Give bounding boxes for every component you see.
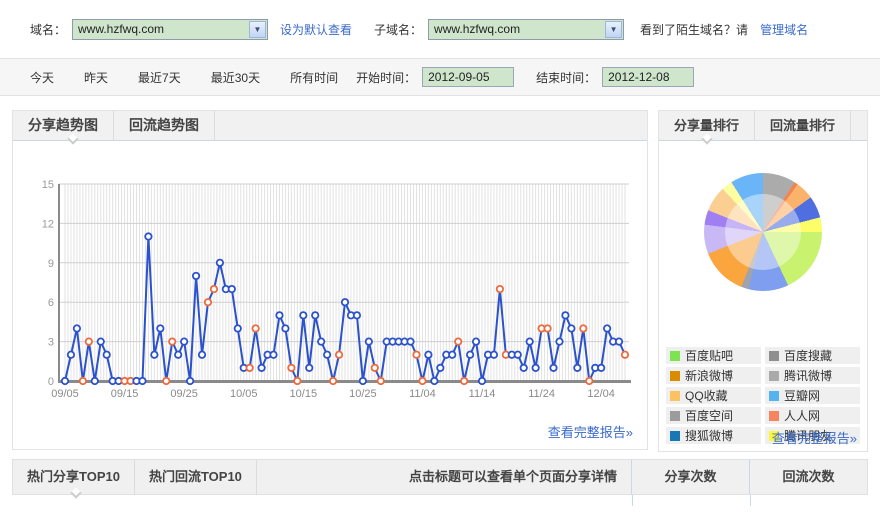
- domain-select[interactable]: www.hzfwq.com ▼: [72, 18, 269, 40]
- domain-header: 域名： www.hzfwq.com ▼ 设为默认查看 子域名： www.hzfw…: [0, 0, 880, 58]
- end-time-label: 结束时间：: [536, 70, 597, 85]
- legend-label: 新浪微博: [685, 369, 734, 383]
- filter-today[interactable]: 今天: [30, 70, 55, 85]
- end-date-input[interactable]: [602, 67, 695, 87]
- top10-bar: 热门分享TOP10 热门回流TOP10 点击标题可以查看单个页面分享详情 分享次…: [12, 459, 868, 495]
- view-full-report-link[interactable]: 查看完整报告»: [547, 425, 633, 440]
- legend-label: 百度贴吧: [685, 349, 734, 363]
- tab-hot-backflow-top10[interactable]: 热门回流TOP10: [135, 460, 257, 494]
- svg-text:0: 0: [48, 376, 54, 388]
- legend-item: 腾讯朋友: [765, 427, 860, 444]
- start-time-label: 开始时间：: [356, 70, 417, 85]
- tab-share-ranking[interactable]: 分享量排行: [659, 111, 756, 140]
- legend-label: 搜狐微博: [685, 429, 734, 443]
- tab-share-trend[interactable]: 分享趋势图: [13, 111, 114, 140]
- svg-text:3: 3: [48, 337, 54, 349]
- svg-text:11/04: 11/04: [409, 388, 436, 400]
- svg-text:10/25: 10/25: [349, 388, 377, 400]
- legend-label: 人人网: [784, 409, 821, 423]
- legend-item: 百度搜藏: [765, 347, 860, 364]
- chevron-down-icon[interactable]: ▼: [249, 20, 267, 38]
- legend-item: 人人网: [765, 407, 860, 424]
- set-default-view-link[interactable]: 设为默认查看: [280, 22, 353, 37]
- subdomain-select[interactable]: www.hzfwq.com ▼: [428, 18, 625, 40]
- legend-label: 豆瓣网: [784, 389, 821, 403]
- pie-chart: [704, 173, 822, 291]
- tab-backflow-ranking[interactable]: 回流量排行: [755, 111, 852, 140]
- backflow-count-column-header: 回流次数: [749, 460, 867, 494]
- svg-text:10/15: 10/15: [290, 388, 318, 400]
- trend-tabbar: 分享趋势图 回流趋势图: [13, 111, 647, 145]
- legend-color-swatch: [670, 410, 680, 421]
- top10-list-top-edge: [12, 487, 868, 506]
- legend-color-swatch: [670, 370, 680, 381]
- pie-legend: 百度贴吧 百度搜藏新浪微博 腾讯微博 QQ收藏 豆瓣网百度空间 人人网搜狐微博 腾讯朋友: [666, 347, 860, 444]
- filter-all-time[interactable]: 所有时间: [290, 70, 339, 85]
- filter-yesterday[interactable]: 昨天: [84, 70, 109, 85]
- share-trend-line-chart: 0 3 6 9 12 15 09/05 09/15 09/25 10/05 10/15 10/25 11…: [13, 141, 647, 451]
- unknown-domain-text: 看到了陌生域名？请 管理域名: [640, 22, 809, 37]
- content-row: 分享趋势图 回流趋势图 0 3 6 9 12 15 09/05 09/15 09/25 10/05…: [12, 110, 868, 452]
- svg-text:11/24: 11/24: [528, 388, 555, 400]
- filter-last-30-days[interactable]: 最近30天: [210, 70, 261, 85]
- legend-color-swatch: [769, 410, 779, 421]
- legend-label: 腾讯微博: [784, 369, 833, 383]
- legend-item: 豆瓣网: [765, 387, 860, 404]
- ranking-tabbar: 分享量排行 回流量排行: [659, 111, 867, 145]
- legend-label: 百度空间: [685, 409, 734, 423]
- legend-item: 新浪微博: [666, 367, 761, 384]
- chevron-down-icon[interactable]: ▼: [605, 20, 623, 38]
- svg-text:6: 6: [48, 297, 54, 309]
- svg-text:9: 9: [48, 258, 54, 270]
- legend-label: 腾讯朋友: [784, 429, 833, 443]
- trend-panel: 分享趋势图 回流趋势图 0 3 6 9 12 15 09/05 09/15 09/25 10/05…: [12, 110, 648, 450]
- svg-text:09/25: 09/25: [170, 388, 198, 400]
- legend-item: 搜狐微博: [666, 427, 761, 444]
- legend-color-swatch: [769, 430, 779, 441]
- manage-domain-link[interactable]: 管理域名: [760, 22, 809, 37]
- pie-gloss-overlay: [725, 194, 801, 270]
- legend-item: QQ收藏: [666, 387, 761, 404]
- legend-color-swatch: [670, 430, 680, 441]
- domain-label: 域名：: [30, 22, 67, 37]
- legend-item: 百度贴吧: [666, 347, 761, 364]
- legend-label: 百度搜藏: [784, 349, 833, 363]
- share-ranking-pie-chart: [704, 173, 822, 291]
- legend-item: 百度空间: [666, 407, 761, 424]
- legend-item: 腾讯微博: [765, 367, 860, 384]
- tab-hot-share-top10[interactable]: 热门分享TOP10: [13, 460, 135, 494]
- svg-text:15: 15: [42, 179, 54, 191]
- legend-color-swatch: [769, 370, 779, 381]
- filter-last-7-days[interactable]: 最近7天: [138, 70, 181, 85]
- ranking-panel: 分享量排行 回流量排行 百度贴吧 百度搜藏新浪微博 腾讯微博 QQ收藏 豆瓣网百度空间 人…: [658, 110, 868, 452]
- svg-text:12/04: 12/04: [587, 388, 615, 400]
- time-filter-bar: 今天 昨天 最近7天 最近30天 所有时间 开始时间： 结束时间：: [0, 58, 880, 96]
- svg-text:09/15: 09/15: [111, 388, 139, 400]
- legend-color-swatch: [769, 350, 779, 361]
- subdomain-label: 子域名：: [374, 22, 423, 37]
- start-date-input[interactable]: [422, 67, 515, 87]
- legend-color-swatch: [769, 390, 779, 401]
- legend-color-swatch: [670, 350, 680, 361]
- legend-label: QQ收藏: [685, 389, 728, 403]
- svg-text:11/14: 11/14: [469, 388, 496, 400]
- legend-color-swatch: [670, 390, 680, 401]
- click-title-hint: 点击标题可以查看单个页面分享详情: [408, 469, 617, 484]
- domain-select-value: www.hzfwq.com: [78, 22, 165, 36]
- tab-backflow-trend[interactable]: 回流趋势图: [114, 111, 215, 140]
- svg-text:09/05: 09/05: [51, 388, 79, 400]
- subdomain-select-value: www.hzfwq.com: [434, 22, 521, 36]
- svg-text:10/05: 10/05: [230, 388, 258, 400]
- share-count-column-header: 分享次数: [631, 460, 749, 494]
- view-full-report-link[interactable]: 查看完整报告»: [771, 431, 857, 446]
- svg-text:12: 12: [42, 218, 54, 230]
